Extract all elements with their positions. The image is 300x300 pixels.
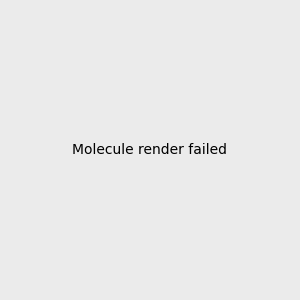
- Text: Molecule render failed: Molecule render failed: [73, 143, 227, 157]
